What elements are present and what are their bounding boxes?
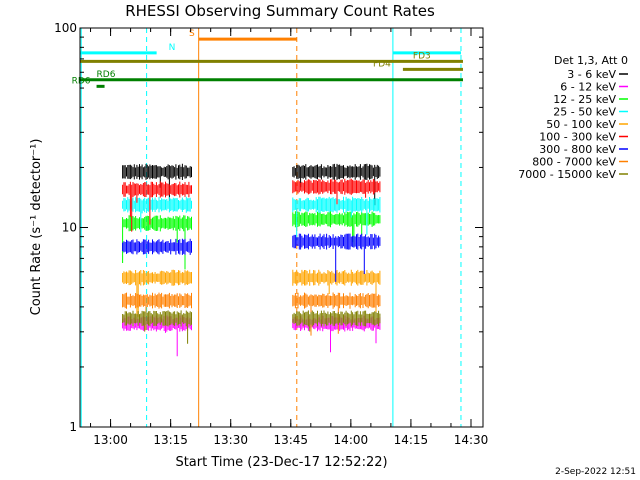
x-tick-label-6: 14:30: [454, 433, 489, 447]
footer-date: 2-Sep-2022 12:51: [555, 467, 636, 477]
flag-label-6: RD6: [72, 76, 91, 86]
x-tick-label-5: 14:15: [394, 433, 429, 447]
x-tick-label-2: 13:30: [213, 433, 248, 447]
y-axis-label: Count Rate (s⁻¹ detector⁻¹): [29, 139, 44, 316]
legend-title: Det 1,3, Att 0: [554, 54, 628, 67]
flag-label-4: FD4: [373, 59, 391, 69]
chart-title: RHESSI Observing Summary Count Rates: [125, 2, 435, 20]
flag-label-3: FD3: [413, 51, 431, 61]
legend-label-7: 800 - 7000 keV: [532, 156, 616, 169]
flag-label-2: S: [189, 29, 195, 39]
legend-label-8: 7000 - 15000 keV: [518, 168, 616, 181]
flag-label-5: RD6: [97, 70, 116, 80]
legend-label-3: 25 - 50 keV: [553, 106, 616, 119]
x-tick-label-0: 13:00: [93, 433, 128, 447]
x-tick-label-4: 14:00: [334, 433, 369, 447]
y-tick-label-2: 100: [54, 21, 77, 35]
flag-label-0: N: [169, 43, 176, 53]
axes: 1 10 100 13:00 13:15 13:30 13:45 14:00 14:15 14:3…: [29, 21, 488, 447]
legend-label-6: 300 - 800 keV: [539, 143, 616, 156]
legend-label-1: 6 - 12 keV: [560, 81, 616, 94]
y-tick-label-0: 1: [69, 420, 77, 434]
series-trace-0-1: [292, 163, 381, 206]
x-tick-label-3: 13:45: [273, 433, 308, 447]
series-trace-8-0: [122, 310, 192, 344]
series-trace-4-1: [292, 269, 381, 314]
series-trace-5-0: [122, 181, 192, 232]
legend-label-0: 3 - 6 keV: [567, 68, 616, 81]
legend-label-2: 12 - 25 keV: [553, 93, 616, 106]
series-trace-3-1: [292, 196, 381, 241]
series-trace-6-1: [292, 233, 381, 282]
y-tick-label-1: 10: [62, 221, 77, 235]
legend-label-5: 100 - 300 keV: [539, 131, 616, 144]
legend-label-4: 50 - 100 keV: [546, 118, 616, 131]
series-trace-5-1: [292, 178, 381, 205]
series-trace-8-1: [292, 310, 381, 332]
series-trace-2-1: [292, 211, 381, 248]
x-axis-label: Start Time (23-Dec-17 12:52:22): [175, 455, 388, 470]
flag-bars: N S FD3 FD4 RD6 RD6: [72, 29, 463, 88]
series-trace-0-0: [122, 163, 192, 201]
series-trace-6-0: [122, 238, 192, 255]
x-tick-label-1: 13:15: [153, 433, 188, 447]
series-traces: [122, 163, 381, 357]
series-trace-7-1: [292, 292, 381, 336]
